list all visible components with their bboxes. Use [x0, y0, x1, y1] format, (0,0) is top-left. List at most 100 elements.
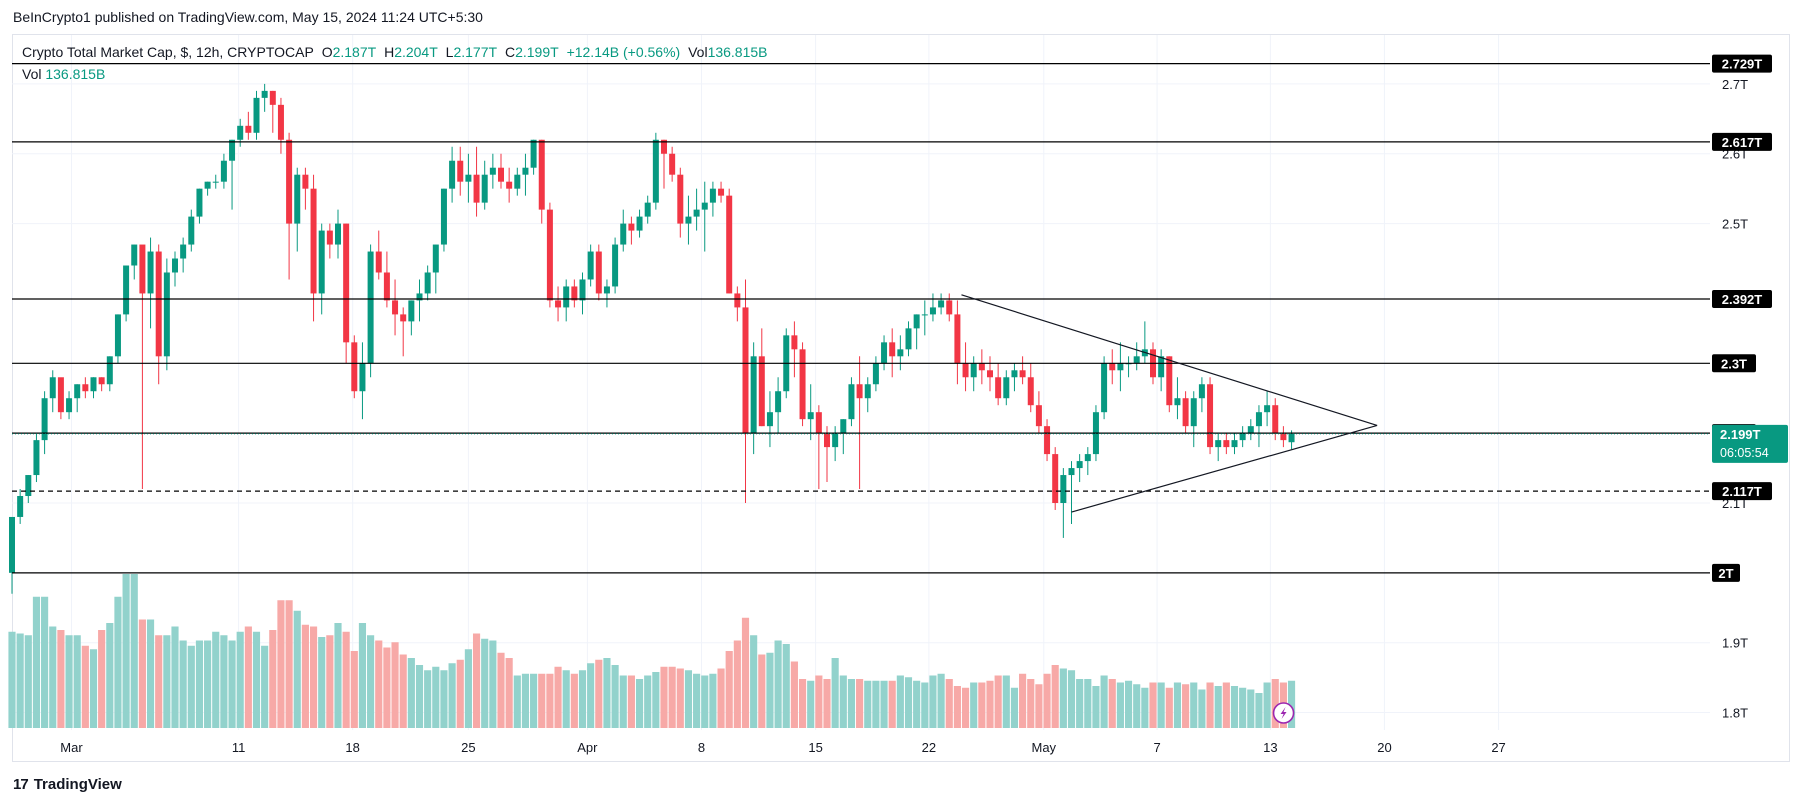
- volume-bar: [98, 630, 106, 728]
- volume-bar: [318, 637, 326, 728]
- candle-body: [799, 349, 806, 420]
- candle-body: [1182, 398, 1189, 427]
- candle-body: [718, 188, 725, 196]
- candle-body: [636, 216, 643, 231]
- candle-body: [155, 251, 162, 357]
- candle-body: [139, 244, 146, 294]
- volume-bar: [701, 675, 709, 728]
- candle-body: [603, 286, 610, 294]
- candle-body: [367, 251, 374, 364]
- time-axis-label: 18: [345, 740, 359, 755]
- candle-body: [905, 328, 912, 350]
- current-price-label: 2.199T: [1720, 427, 1761, 442]
- volume-label: Vol: [688, 44, 708, 60]
- candle-body: [392, 300, 399, 315]
- chart-frame: [12, 34, 1790, 762]
- candle-body: [1288, 433, 1295, 443]
- candle-body: [440, 188, 447, 245]
- candle-body: [946, 300, 953, 315]
- volume-bar: [815, 675, 823, 728]
- candle-body: [612, 244, 619, 287]
- candle-body: [212, 181, 219, 183]
- volume-bar: [106, 623, 114, 728]
- volume-bar: [1084, 679, 1092, 728]
- volume-bar: [220, 635, 228, 728]
- time-axis-label: 25: [461, 740, 475, 755]
- tradingview-footer[interactable]: 17 TradingView: [13, 776, 122, 793]
- level-label-box: [1712, 132, 1772, 151]
- volume-bar: [546, 673, 554, 728]
- candle-body: [1011, 370, 1018, 378]
- level-label: 2.729T: [1722, 57, 1763, 72]
- candle-body: [253, 97, 260, 133]
- level-label-box: [1712, 482, 1772, 501]
- candle-body: [237, 125, 244, 140]
- volume-bar: [1222, 682, 1230, 728]
- candle-body: [677, 174, 684, 224]
- candle-body: [41, 398, 48, 441]
- candle-body: [114, 314, 121, 357]
- volume-bar: [1157, 682, 1165, 728]
- candle-body: [897, 349, 904, 357]
- candle-body: [1133, 356, 1140, 364]
- candle-body: [351, 342, 358, 392]
- volume-bar: [741, 617, 750, 728]
- candle-body: [628, 223, 635, 231]
- candle-body: [375, 251, 382, 273]
- symbol-legend: Crypto Total Market Cap, $, 12h, CRYPTOC…: [22, 44, 772, 60]
- candle-body: [954, 314, 961, 364]
- candle-body: [335, 223, 341, 245]
- volume-bar: [81, 645, 89, 728]
- volume-bar: [367, 635, 375, 728]
- volume-pane-value: 136.815B: [45, 66, 106, 82]
- lightning-icon[interactable]: [1272, 702, 1295, 724]
- volume-bar: [236, 631, 244, 728]
- candle-body: [1264, 405, 1271, 413]
- candle-body: [848, 384, 855, 420]
- volume-bar: [49, 626, 57, 728]
- volume-bar: [953, 686, 961, 728]
- candle-body: [824, 433, 830, 448]
- candle-body: [9, 516, 15, 573]
- price-axis-tick-label: 2.5T: [1722, 217, 1748, 232]
- candle-body: [1052, 454, 1059, 503]
- candle-body: [498, 167, 504, 182]
- candle-body: [1231, 440, 1238, 448]
- candle-body: [530, 139, 537, 168]
- candle-body: [1198, 384, 1205, 399]
- candle-body: [1280, 433, 1287, 441]
- volume-bar: [383, 647, 391, 728]
- candle-body: [57, 377, 64, 413]
- candle-body: [457, 160, 464, 182]
- volume-bar: [505, 658, 513, 728]
- candle-body: [775, 391, 782, 413]
- candle-body: [449, 160, 456, 189]
- candle-body: [693, 209, 700, 217]
- volume-bar: [921, 682, 929, 728]
- candle-body: [1239, 433, 1246, 441]
- level-label: 2.617T: [1722, 135, 1763, 150]
- candle-body: [620, 223, 627, 245]
- candle-body: [750, 356, 757, 434]
- volume-bar: [1190, 682, 1198, 728]
- volume-bar: [1230, 686, 1239, 728]
- volume-bar: [766, 652, 774, 728]
- volume-pane-label[interactable]: Vol: [22, 66, 42, 82]
- candle-body: [872, 363, 879, 385]
- candle-body: [33, 440, 40, 476]
- candle-body: [987, 370, 993, 378]
- candle-body: [1109, 363, 1116, 371]
- close-label: C: [504, 44, 516, 60]
- volume-bar: [880, 680, 888, 728]
- volume-bar: [285, 600, 293, 728]
- volume-bar: [1076, 679, 1084, 728]
- volume-bar: [717, 668, 725, 728]
- level-label: 2T: [1718, 566, 1733, 581]
- candle-body: [758, 356, 765, 427]
- volume-bar: [73, 635, 81, 728]
- candle-body: [889, 342, 896, 357]
- lightning-icon-bolt: [1280, 707, 1287, 719]
- symbol-title[interactable]: Crypto Total Market Cap, $, 12h, CRYPTOC…: [22, 44, 314, 60]
- candle-body: [229, 139, 236, 161]
